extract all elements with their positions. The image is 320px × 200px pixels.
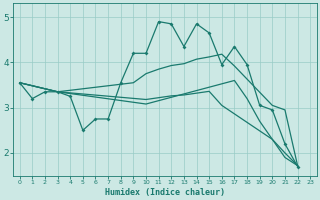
X-axis label: Humidex (Indice chaleur): Humidex (Indice chaleur) [105,188,225,197]
